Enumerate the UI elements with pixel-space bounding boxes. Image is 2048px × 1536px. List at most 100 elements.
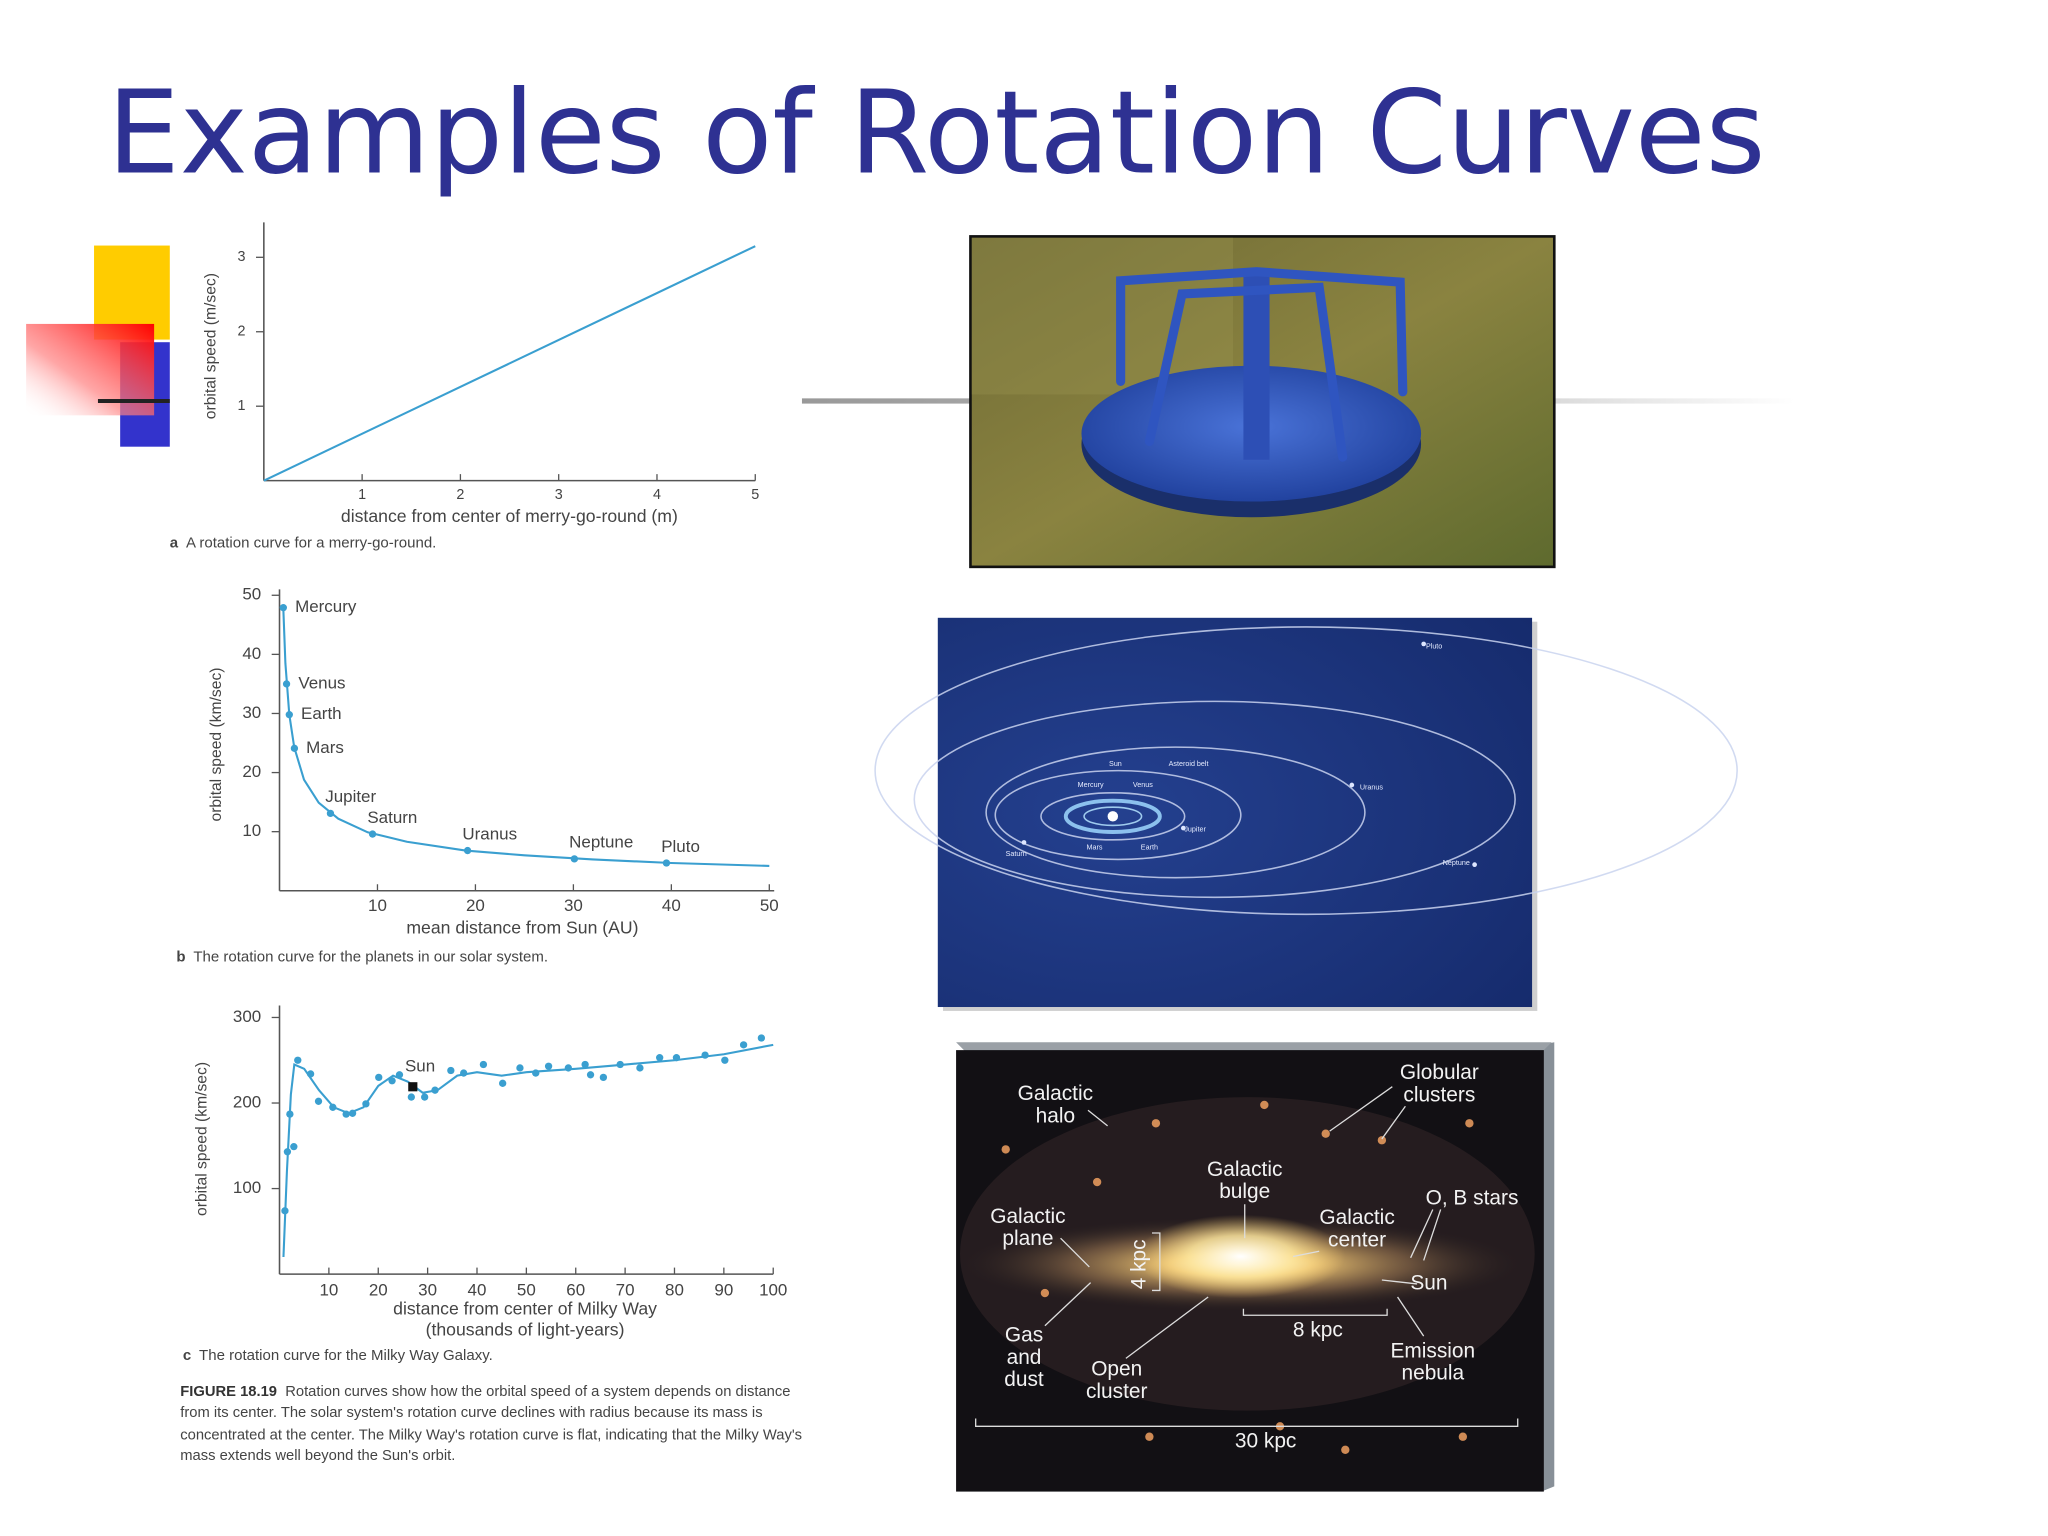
planet-label: Earth	[1141, 844, 1158, 852]
point-label: Neptune	[569, 833, 633, 852]
point	[348, 1109, 357, 1117]
galaxy-label: Galactic	[990, 1205, 1065, 1228]
caption-text: The rotation curve for the Milky Way Gal…	[199, 1347, 493, 1364]
star-cluster	[1040, 1288, 1050, 1298]
figure-label: FIGURE 18.19	[180, 1384, 278, 1401]
point	[721, 1056, 729, 1064]
star-cluster	[1465, 1119, 1474, 1128]
point	[586, 1071, 595, 1079]
point	[279, 604, 287, 612]
x-tick-label: 30	[564, 896, 583, 915]
x-tick-label: 10	[368, 896, 387, 915]
x-tick-label: 40	[468, 1281, 487, 1300]
point	[463, 846, 472, 855]
point	[636, 1064, 644, 1072]
leader-line	[1423, 1209, 1442, 1261]
point	[362, 1100, 370, 1108]
point-label: Mars	[306, 738, 344, 757]
point	[544, 1062, 553, 1070]
point	[701, 1051, 709, 1059]
point	[479, 1060, 488, 1069]
star-cluster	[1321, 1129, 1330, 1138]
x-tick-label: 50	[760, 896, 779, 915]
curve	[282, 608, 770, 867]
slide-title: Examples of Rotation Curves	[107, 66, 1765, 200]
y-axis-title: orbital speed (km/sec)	[194, 1062, 211, 1216]
chart: 10 20 30 40 50 10 20 30 40 50 mean distance from S…	[176, 585, 778, 966]
point	[532, 1069, 540, 1077]
leader-line	[1292, 1250, 1320, 1258]
point	[342, 1110, 350, 1118]
y-axis-title: orbital speed (km/sec)	[208, 667, 225, 821]
sun-marker	[408, 1082, 418, 1092]
leader-line	[1381, 1105, 1406, 1140]
galaxy-label: plane	[1002, 1227, 1053, 1250]
x-axis-title: (thousands of light-years)	[426, 1320, 625, 1340]
planet-dot	[1349, 782, 1355, 788]
point-label: Pluto	[661, 837, 700, 856]
galaxy-label: halo	[1036, 1104, 1075, 1127]
x-tick-label: 70	[616, 1281, 635, 1300]
planet-label: Saturn	[1006, 850, 1027, 858]
chart: 100 200 300 10 20 30 40 50 60 70 80 90 100 distance f…	[183, 1005, 787, 1364]
chart-caption: a A rotation curve for a merry-go-round.	[170, 534, 437, 551]
planet-label: Uranus	[1360, 783, 1384, 791]
galaxy-label: center	[1328, 1228, 1386, 1251]
point	[581, 1060, 589, 1069]
star-cluster	[1001, 1145, 1010, 1154]
point	[294, 1056, 302, 1064]
point	[662, 859, 671, 867]
point	[395, 1071, 404, 1079]
x-axis-title: mean distance from Sun (AU)	[406, 917, 638, 937]
planet-dot	[1472, 862, 1477, 868]
point	[368, 830, 377, 838]
point	[460, 1069, 468, 1077]
x-axis-title: distance from center of merry-go-round (…	[341, 506, 678, 526]
x-tick-label: 3	[555, 487, 563, 503]
chart: 1 2 3 1 2 3 4 5 distance from center of merry-go…	[170, 222, 759, 551]
galaxy-label: Sun	[1410, 1271, 1447, 1294]
galaxy-label: bulge	[1219, 1180, 1270, 1203]
x-tick-label: 10	[319, 1281, 338, 1300]
leader-line	[1329, 1086, 1393, 1132]
star-cluster	[1458, 1432, 1468, 1441]
planet-label: Mercury	[1078, 781, 1104, 789]
galaxy-label: 30 kpc	[1235, 1429, 1297, 1452]
point-label: Venus	[298, 673, 345, 692]
line	[263, 245, 756, 482]
star-cluster	[1151, 1119, 1161, 1128]
point	[326, 809, 335, 818]
star-cluster	[1092, 1177, 1102, 1187]
caption-letter: a	[170, 534, 179, 551]
planet-label: Sun	[1109, 760, 1122, 768]
galaxy-label: Galactic	[1207, 1158, 1282, 1181]
figure-text: Rotation curves show how the orbital spe…	[180, 1384, 803, 1465]
figure-caption: FIGURE 18.19 Rotation curves show how th…	[180, 1384, 803, 1465]
galaxy-label: Globular	[1400, 1061, 1479, 1084]
galaxy-label: and	[1007, 1346, 1042, 1369]
caption-text: A rotation curve for a merry-go-round.	[186, 534, 436, 551]
star-cluster	[1341, 1445, 1350, 1454]
x-tick-label: 40	[662, 896, 681, 915]
star-cluster	[1145, 1432, 1154, 1441]
planet-dot	[1180, 825, 1186, 831]
leader-line	[1125, 1296, 1209, 1359]
point	[447, 1066, 455, 1075]
point	[286, 1110, 294, 1118]
point	[564, 1064, 572, 1072]
y-tick-label: 2	[238, 324, 246, 340]
point	[290, 744, 299, 752]
point	[739, 1041, 748, 1049]
y-tick-label: 50	[242, 585, 261, 604]
galaxy-image: GalactichaloGlobularclustersGalacticbulg…	[956, 1042, 1555, 1492]
planet-dot	[1421, 641, 1427, 647]
dimension-8kpc	[1242, 1308, 1388, 1316]
chart-caption: b The rotation curve for the planets in o…	[176, 948, 548, 965]
point	[431, 1086, 439, 1094]
point	[421, 1093, 429, 1101]
star-cluster	[1260, 1100, 1269, 1110]
galaxy-label: clusters	[1403, 1083, 1475, 1106]
point-label: Jupiter	[325, 787, 376, 806]
leader-line	[1397, 1296, 1425, 1337]
